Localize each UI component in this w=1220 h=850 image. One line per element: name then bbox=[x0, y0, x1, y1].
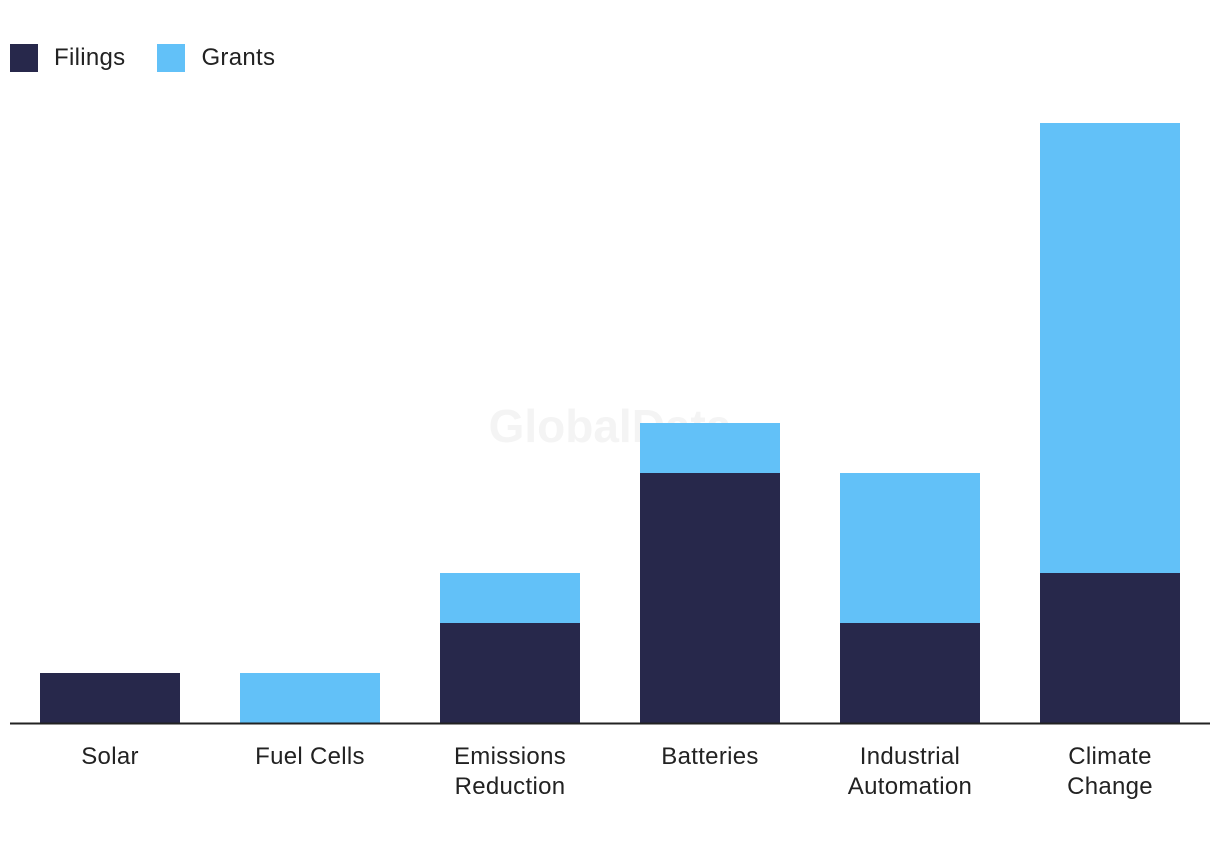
legend-swatch-filings bbox=[10, 44, 38, 72]
legend-swatch-grants bbox=[157, 44, 186, 72]
category-label-line: Reduction bbox=[455, 773, 566, 800]
category-label-2: Emissions Reduction bbox=[454, 743, 566, 800]
category-labels: Solar Fuel Cells Emissions Reduction Batteri… bbox=[81, 743, 1153, 800]
bar-grants-4 bbox=[840, 473, 980, 623]
category-label-line: Change bbox=[1067, 773, 1153, 800]
bar-filings-4 bbox=[840, 623, 980, 723]
legend-label-filings: Filings bbox=[54, 44, 126, 71]
legend-item-filings: Filings bbox=[10, 44, 125, 72]
category-label-line: Climate bbox=[1068, 743, 1151, 770]
legend-label-grants: Grants bbox=[201, 44, 276, 71]
bar-grants-2 bbox=[440, 573, 580, 623]
category-label-line: Automation bbox=[848, 773, 972, 800]
bar-filings-3 bbox=[640, 473, 780, 723]
bar-filings-2 bbox=[440, 623, 580, 723]
legend: Filings Grants bbox=[10, 44, 307, 72]
category-label-4: Industrial Automation bbox=[848, 743, 972, 800]
bar-grants-5 bbox=[1040, 123, 1180, 573]
category-label-3: Batteries bbox=[661, 743, 758, 770]
category-label-line: Fuel Cells bbox=[255, 743, 365, 770]
bar-grants-3 bbox=[640, 423, 780, 473]
category-label-line: Industrial bbox=[860, 743, 960, 770]
category-label-line: Solar bbox=[81, 743, 139, 770]
category-label-5: Climate Change bbox=[1067, 743, 1153, 800]
bars-group bbox=[40, 123, 1180, 723]
bar-filings-5 bbox=[1040, 573, 1180, 723]
category-label-0: Solar bbox=[81, 743, 139, 770]
legend-item-grants: Grants bbox=[157, 44, 275, 72]
bar-grants-1 bbox=[240, 673, 380, 723]
bar-filings-0 bbox=[40, 673, 180, 723]
category-label-line: Batteries bbox=[661, 743, 758, 770]
category-label-line: Emissions bbox=[454, 743, 566, 770]
category-label-1: Fuel Cells bbox=[255, 743, 365, 770]
